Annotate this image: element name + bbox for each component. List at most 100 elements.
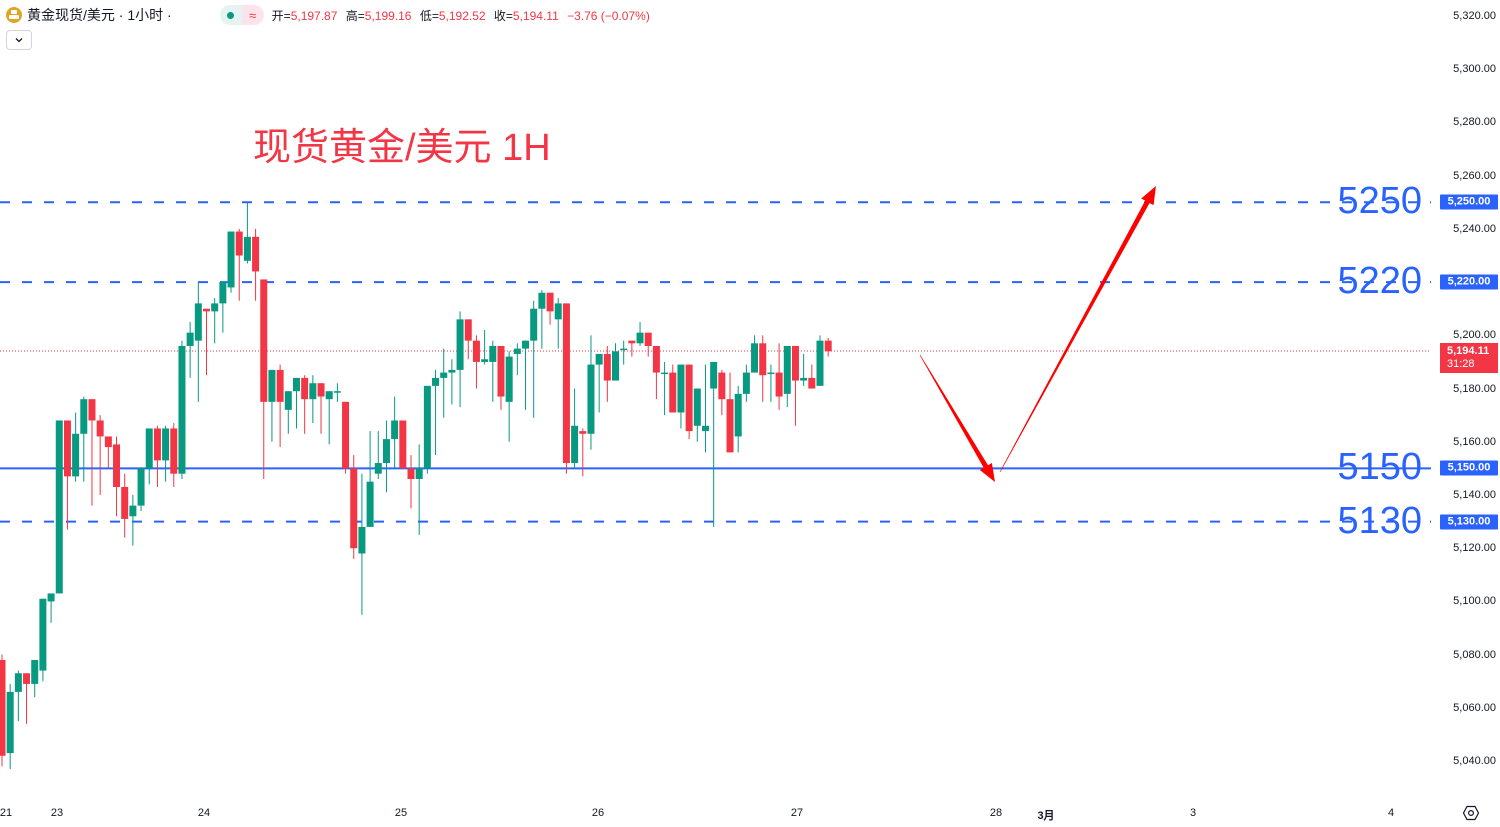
candle [718,369,726,416]
change-value: −3.76 (−0.07%) [567,8,650,23]
candle [693,388,701,442]
open-label: 开= [271,8,291,23]
candle [96,415,104,495]
symbol-title[interactable]: 黄金现货/美元 · 1小时 · [27,7,172,23]
candle [562,303,570,474]
price-tick-label: 5,320.00 [1453,10,1496,22]
candle [415,444,423,535]
candle [219,282,227,333]
candle [170,423,178,487]
candle [734,385,742,453]
open-value: 5,197.87 [290,8,338,23]
level-price-tag: 5,150.00 [1440,460,1498,476]
time-tick-label: 27 [790,807,804,819]
candle [407,455,415,509]
price-tick-label: 5,060.00 [1453,701,1496,714]
candle [113,436,121,517]
bar-countdown: 31:28 [1447,357,1475,370]
candle [800,353,808,386]
close-value: 5,194.11 [512,8,559,23]
time-axis[interactable]: 21 23 24 25 26 27 28 3月 3 4 [0,800,1430,827]
candle [0,654,6,767]
candle [530,300,538,418]
candle [497,345,505,410]
candle [481,329,489,365]
price-axis[interactable]: 5,320.00 5,300.00 5,280.00 5,260.00 5,240.00… [1431,0,1500,800]
price-tick-label: 5,100.00 [1453,595,1496,608]
chart-annotation-title[interactable]: 现货黄金/美元 1H [253,127,551,169]
candle [808,364,816,389]
candle [88,399,96,506]
candle [72,412,80,482]
last-price-tag: 5,194.11 31:28 [1440,342,1498,373]
high-label: 高= [345,8,365,23]
candle [325,391,333,445]
candle [203,308,210,376]
candle [39,598,47,682]
price-tick-label: 5,080.00 [1453,648,1496,661]
candle [423,385,431,474]
candle [342,401,350,474]
candle [505,351,513,442]
time-tick-label: 3月 [1037,810,1055,822]
candle [816,335,824,386]
price-tick-label: 5,160.00 [1453,435,1496,448]
candle [677,364,685,429]
candle [538,290,546,349]
candle [472,335,480,389]
candle [211,298,219,344]
settings-hex-icon[interactable] [1462,804,1480,822]
approx-icon: ≈ [241,5,264,25]
time-tick-label: 25 [394,807,408,819]
candle [464,319,472,360]
projection-arrows[interactable] [919,186,1156,482]
time-tick-label: 26 [591,807,605,819]
level-price-tag: 5,220.00 [1440,274,1498,290]
candle [669,364,677,413]
time-tick-label: 4 [1387,807,1395,819]
candle [260,279,268,480]
time-tick-label: 24 [197,807,211,819]
level-label-5150: 5150 [1337,446,1422,489]
candle [391,396,399,469]
level-label-5220: 5220 [1337,260,1422,303]
ohlc-values: 开=5,197.87 高=5,199.16 低=5,192.52 收=5,194… [272,7,655,24]
candle [121,473,129,538]
candle [227,231,235,293]
horizontal-levels[interactable] [0,201,1431,523]
candle [448,359,456,405]
candle [628,340,636,357]
level-price-tag: 5,250.00 [1440,194,1498,210]
candlestick-series [0,202,832,770]
level-label-5130: 5130 [1337,499,1422,542]
candle [489,340,497,402]
time-tick-label: 28 [989,807,1003,819]
chart-canvas[interactable] [0,0,1431,800]
candle [129,494,137,546]
up-arrow[interactable] [999,186,1156,473]
candle [31,659,39,698]
candle [587,335,595,450]
candle [301,375,309,434]
candle [644,332,652,357]
low-label: 低= [419,8,439,23]
time-tick-label: 23 [50,807,64,819]
down-arrow[interactable] [919,354,995,482]
collapse-legend-button[interactable] [6,30,32,50]
market-status-pill[interactable]: ≈ [219,5,264,25]
candle [612,343,619,381]
candle [652,345,660,400]
candle [432,369,440,456]
candle [23,673,31,724]
candle [137,468,145,511]
candle [661,361,669,416]
price-tick-label: 5,180.00 [1453,382,1496,395]
candle [80,396,88,482]
candle [636,322,644,346]
price-tick-label: 5,280.00 [1453,116,1496,129]
candle [759,335,767,402]
candle [47,593,55,623]
candle [726,372,734,453]
price-tick-label: 5,300.00 [1453,63,1496,76]
candle [317,383,325,434]
